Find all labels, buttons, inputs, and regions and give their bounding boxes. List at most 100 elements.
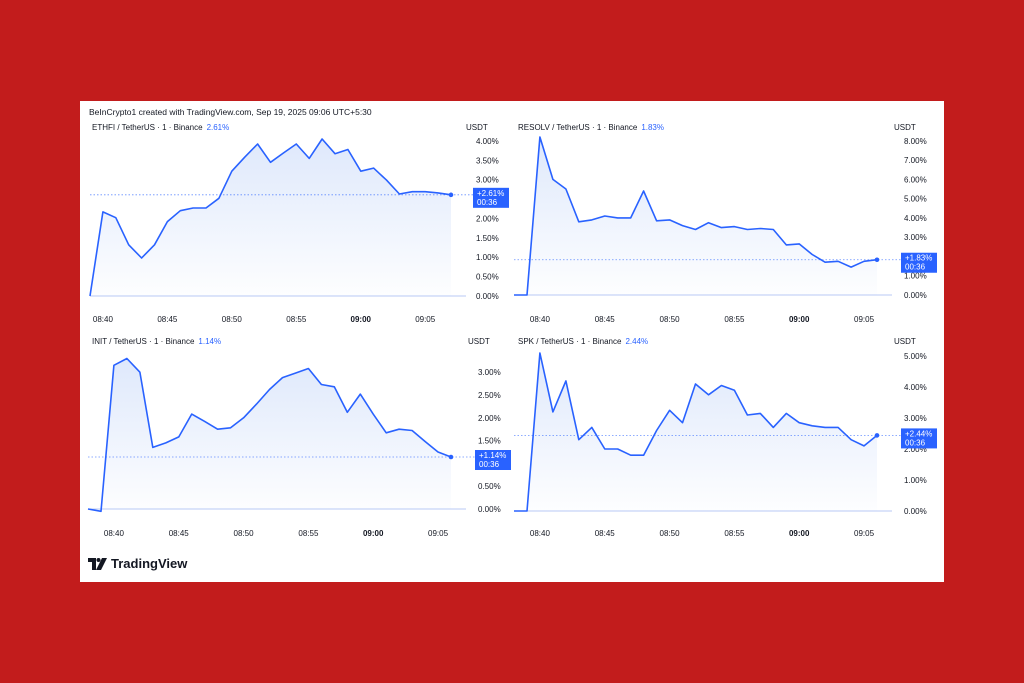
chart-card: BeInCrypto1 created with TradingView.com… — [80, 101, 944, 582]
change-label: 1.83% — [641, 123, 664, 132]
y-tick-label: 3.00% — [476, 176, 499, 185]
unit-label: USDT — [894, 337, 916, 346]
x-tick-label: 08:55 — [724, 529, 745, 538]
x-tick-label: 08:50 — [222, 315, 243, 324]
x-tick-label: 08:40 — [93, 315, 114, 324]
chart-panel-spk[interactable]: SPK / TetherUS · 1 · Binance 2.44% USDT 0.… — [512, 337, 937, 549]
change-label: 1.14% — [198, 337, 222, 346]
badge-time: 00:36 — [479, 460, 500, 469]
badge-value: +2.44% — [905, 429, 932, 438]
y-tick-label: 0.00% — [476, 292, 499, 301]
x-tick-label: 09:05 — [415, 315, 436, 324]
unit-label: USDT — [468, 337, 490, 346]
price-badge — [901, 252, 937, 273]
y-tick-label: 1.00% — [904, 476, 927, 485]
series-area — [514, 137, 877, 295]
y-tick-label: 4.00% — [904, 214, 927, 223]
series-area — [514, 353, 877, 511]
chart-svg: USDT0.00%0.50%1.00%1.50%2.00%2.50%3.00%0… — [87, 337, 511, 538]
last-point — [448, 454, 454, 460]
chart-panel-init[interactable]: INIT / TetherUS · 1 · Binance 1.14% USDT 0… — [86, 337, 511, 549]
change-label: 2.61% — [206, 123, 230, 132]
y-tick-label: 0.50% — [478, 482, 501, 491]
y-tick-label: 4.00% — [476, 137, 499, 146]
brand-label: TradingView — [111, 556, 188, 571]
chart-svg: USDT 0.00% 1.00% 2.00% 3.00% 4.00% 5.00% 08:40 0… — [514, 337, 937, 538]
badge-time: 00:36 — [477, 198, 498, 207]
x-tick-label: 09:00 — [789, 315, 810, 324]
y-tick-label: 5.00% — [904, 195, 927, 204]
badge-time: 00:36 — [905, 263, 926, 272]
x-tick-label: 08:55 — [298, 529, 319, 538]
y-tick-label: 2.00% — [478, 414, 501, 423]
last-point — [874, 433, 880, 438]
series-area — [90, 139, 451, 296]
price-badge — [901, 428, 937, 449]
tradingview-logo-icon — [88, 557, 107, 570]
x-tick-label: 08:45 — [595, 315, 616, 324]
y-tick-label: 7.00% — [904, 156, 927, 165]
y-tick-label: 0.00% — [904, 507, 927, 516]
x-tick-label: 09:00 — [351, 315, 372, 324]
y-tick-label: 3.00% — [478, 368, 501, 377]
y-tick-label: 0.00% — [478, 505, 501, 514]
badge-value: +1.83% — [905, 254, 932, 263]
symbol-label: ETHFI / TetherUS · 1 · Binance — [92, 123, 203, 132]
y-tick-label: 3.50% — [476, 156, 499, 165]
y-tick-label: 2.00% — [476, 214, 499, 223]
badge-value: +2.61% — [477, 189, 504, 198]
x-tick-label: 09:05 — [428, 529, 449, 538]
series-area — [88, 358, 451, 512]
x-tick-label: 08:50 — [660, 315, 681, 324]
y-tick-label: 2.50% — [478, 391, 501, 400]
y-tick-label: 3.00% — [904, 233, 927, 242]
chart-svg: USDT0.00%0.50%1.00%1.50%2.00%2.50%3.00%3… — [89, 123, 509, 324]
series-line — [87, 357, 452, 513]
price-badge — [473, 187, 509, 208]
chart-panel-ethfi[interactable]: ETHFI / TetherUS · 1 · Binance 2.61% USDT… — [86, 123, 511, 335]
x-tick-label: 08:50 — [660, 529, 681, 538]
panel-title: INIT / TetherUS · 1 · Binance 1.14% — [92, 337, 221, 346]
y-tick-label: 1.00% — [476, 253, 499, 262]
panel-title: RESOLV / TetherUS · 1 · Binance 1.83% — [518, 123, 664, 132]
chart-svg: USDT0.00%1.00%2.00%3.00%4.00%5.00%6.00%7… — [514, 123, 937, 324]
x-tick-label: 08:40 — [530, 529, 551, 538]
last-point — [448, 192, 454, 198]
y-tick-label: 1.00% — [904, 272, 927, 281]
x-tick-label: 08:45 — [169, 529, 190, 538]
y-tick-label: 8.00% — [904, 137, 927, 146]
x-tick-label: 08:40 — [104, 529, 125, 538]
y-tick-label: 0.00% — [904, 291, 927, 300]
series-line — [514, 136, 878, 296]
x-tick-label: 08:55 — [286, 315, 307, 324]
x-tick-label: 09:05 — [854, 529, 875, 538]
change-label: 2.44% — [625, 337, 649, 346]
tradingview-logo: TradingView — [88, 556, 187, 571]
panel-title: SPK / TetherUS · 1 · Binance 2.44% — [518, 337, 648, 346]
series-line — [89, 138, 452, 297]
price-badge — [475, 450, 511, 470]
y-tick-label: 1.50% — [476, 234, 499, 243]
credit-line: BeInCrypto1 created with TradingView.com… — [89, 107, 372, 117]
y-tick-label: 3.00% — [904, 414, 927, 423]
y-tick-label: 6.00% — [904, 175, 927, 184]
x-tick-label: 09:00 — [363, 529, 384, 538]
y-tick-label: 4.00% — [904, 383, 927, 392]
y-tick-label: 2.00% — [904, 445, 927, 454]
y-tick-label: 5.00% — [904, 352, 927, 361]
x-tick-label: 08:55 — [724, 315, 745, 324]
x-tick-label: 09:05 — [854, 315, 875, 324]
last-point — [874, 257, 880, 263]
symbol-label: SPK / TetherUS · 1 · Binance — [518, 337, 622, 346]
unit-label: USDT — [894, 123, 916, 132]
y-tick-label: 0.50% — [476, 273, 499, 282]
x-tick-label: 08:50 — [234, 529, 255, 538]
badge-value: +1.14% — [479, 451, 506, 460]
symbol-label: INIT / TetherUS · 1 · Binance — [92, 337, 195, 346]
unit-label: USDT — [466, 123, 488, 132]
badge-time: 00:36 — [905, 438, 926, 447]
x-tick-label: 08:45 — [157, 315, 178, 324]
symbol-label: RESOLV / TetherUS · 1 · Binance — [518, 123, 638, 132]
x-tick-label: 08:40 — [530, 315, 551, 324]
chart-panel-resolv[interactable]: RESOLV / TetherUS · 1 · Binance 1.83% USD… — [512, 123, 937, 335]
